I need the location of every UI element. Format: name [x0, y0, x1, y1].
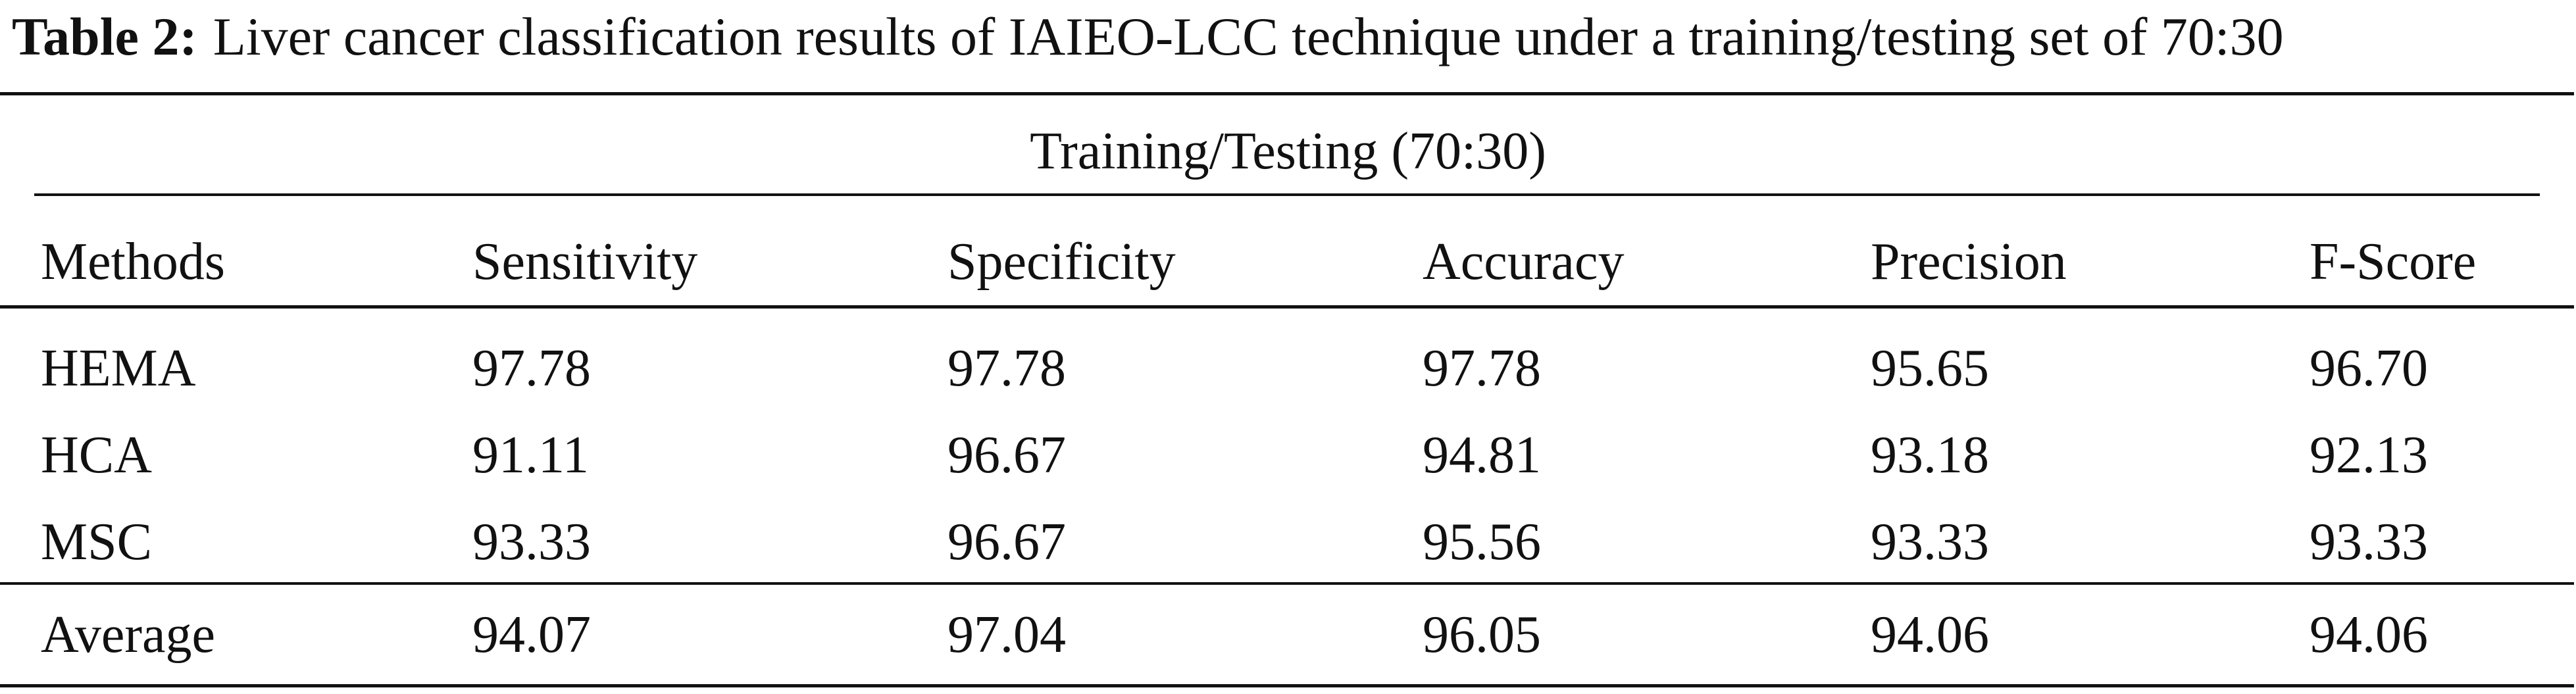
header-methods: Methods	[41, 233, 225, 291]
table-row-msc-accuracy: 95.56	[1423, 513, 1541, 571]
table-row-hca-sensitivity: 91.11	[472, 426, 590, 484]
table-row-msc-f-score: 93.33	[2310, 513, 2428, 571]
table-bottom-rule	[0, 684, 2574, 687]
table-row-hca-specificity: 96.67	[947, 426, 1066, 484]
table-row-hema-specificity: 97.78	[947, 339, 1066, 397]
table-row-hca-method: HCA	[41, 426, 152, 484]
table-row-msc-precision: 93.33	[1871, 513, 1989, 571]
table-row-average-method: Average	[41, 606, 215, 664]
header-accuracy: Accuracy	[1423, 233, 1625, 291]
spanner-rule	[34, 193, 2540, 196]
table-row-average-precision: 94.06	[1871, 606, 1989, 664]
header-f-score: F-Score	[2310, 233, 2477, 291]
header-specificity: Specificity	[947, 233, 1176, 291]
header-rule	[0, 305, 2574, 309]
table-row-hema-sensitivity: 97.78	[472, 339, 591, 397]
table-row-hca-f-score: 92.13	[2310, 426, 2428, 484]
table-row-msc-specificity: 96.67	[947, 513, 1066, 571]
table-caption: Table 2: Liver cancer classification resu…	[12, 0, 2571, 74]
table-row-average-accuracy: 96.05	[1423, 606, 1541, 664]
caption-text: Liver cancer classification results of I…	[213, 7, 2284, 66]
table-row-hema-accuracy: 97.78	[1423, 339, 1541, 397]
average-rule	[0, 582, 2574, 585]
caption-label: Table 2:	[12, 7, 197, 66]
table-row-hema-precision: 95.65	[1871, 339, 1989, 397]
table-row-average-sensitivity: 94.07	[472, 606, 591, 664]
table-row-hca-accuracy: 94.81	[1423, 426, 1541, 484]
table-row-hema-f-score: 96.70	[2310, 339, 2428, 397]
table-row-msc-method: MSC	[41, 513, 152, 571]
header-precision: Precision	[1871, 233, 2067, 291]
table-row-hema-method: HEMA	[41, 339, 196, 397]
table-top-rule	[0, 92, 2574, 95]
table-row-average-specificity: 97.04	[947, 606, 1066, 664]
column-spanner-heading: Training/Testing (70:30)	[1030, 122, 1546, 180]
table-row-msc-sensitivity: 93.33	[472, 513, 591, 571]
header-sensitivity: Sensitivity	[472, 233, 698, 291]
table-row-average-f-score: 94.06	[2310, 606, 2428, 664]
table-row-hca-precision: 93.18	[1871, 426, 1989, 484]
